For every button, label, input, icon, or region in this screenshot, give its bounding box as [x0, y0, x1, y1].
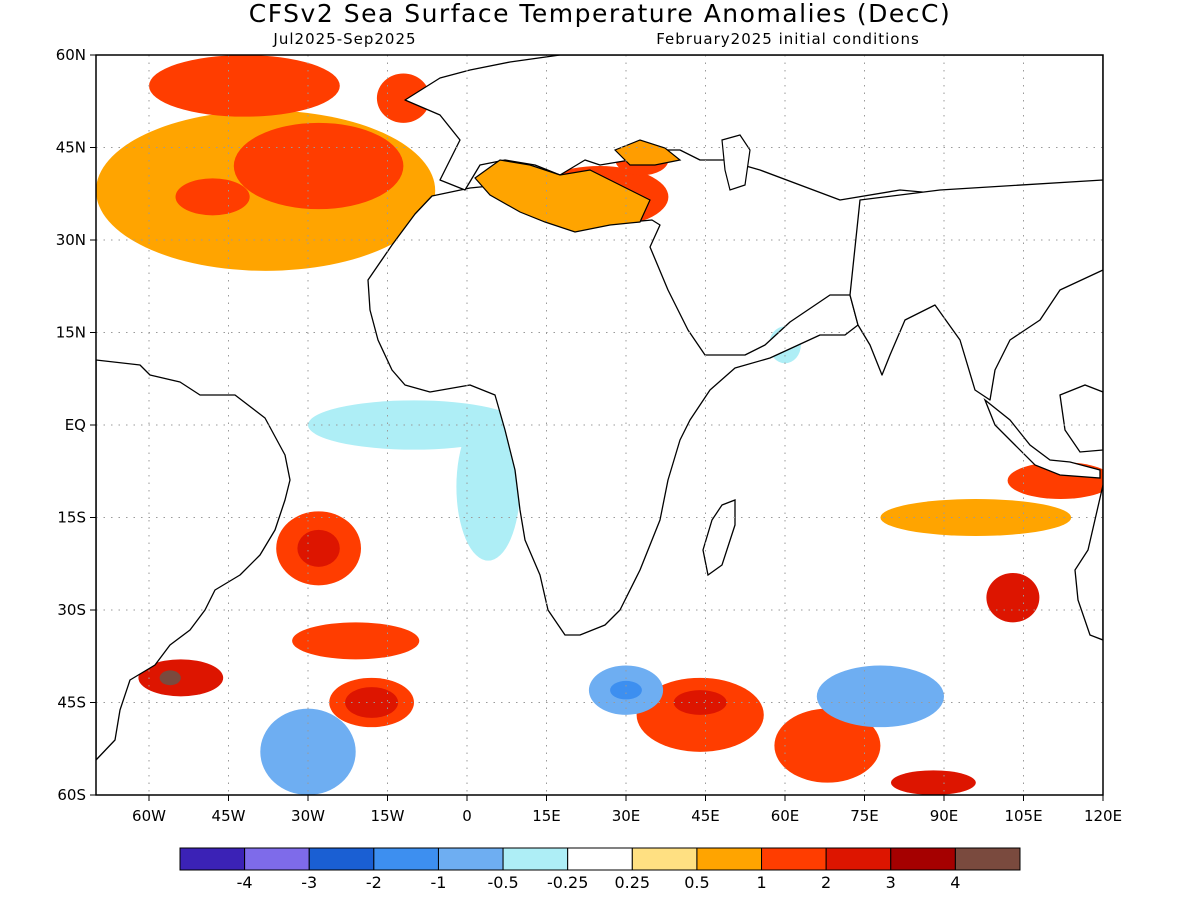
x-tick-label: 90E [930, 807, 959, 825]
land-borneo [1059, 384, 1103, 453]
chart-subtitle-initial-conditions: February2025 initial conditions [656, 30, 920, 48]
x-tick-label: 15W [371, 807, 405, 825]
colorbar-swatch [179, 847, 246, 871]
colorbar-swatch [761, 847, 827, 871]
colorbar-swatch [890, 847, 956, 871]
anomaly-region-24 [610, 680, 642, 700]
anomaly-region-20 [986, 573, 1040, 623]
x-tick-label: 105E [1004, 807, 1042, 825]
land-south-america [96, 359, 291, 761]
anomaly-region-8 [880, 499, 1072, 536]
y-tick-label: 15S [57, 509, 86, 527]
anomaly-region-3 [149, 55, 340, 117]
anomaly-region-17 [673, 690, 727, 715]
colorbar-swatch [244, 847, 310, 871]
x-tick-label: 0 [462, 807, 472, 825]
x-tick-label: 75E [850, 807, 879, 825]
colorbar-label: -2 [366, 873, 382, 892]
y-axis-ticks: 60N 45N 30N 15N EQ 15S 30S 45S 60S [56, 46, 96, 804]
colorbar-swatch [502, 847, 569, 871]
colorbar-label: -3 [301, 873, 317, 892]
land-australia-west [1074, 484, 1103, 641]
colorbar-label: 3 [886, 873, 896, 892]
colorbar-label: -4 [237, 873, 253, 892]
anomaly-region-26 [816, 665, 945, 728]
land-sumatra-java [983, 397, 1101, 479]
land-caspian-water [721, 134, 751, 191]
colorbar-label: -0.5 [487, 873, 518, 892]
anomaly-region-22 [456, 412, 520, 561]
colorbar-swatch [373, 847, 439, 871]
y-tick-label: EQ [65, 416, 86, 434]
chart-title: CFSv2 Sea Surface Temperature Anomalies … [249, 0, 951, 28]
colorbar-label: 1 [756, 873, 766, 892]
y-tick-label: 45S [57, 694, 86, 712]
chart-subtitle-period: Jul2025-Sep2025 [272, 30, 416, 48]
anomaly-region-13 [159, 670, 181, 686]
anomaly-region-11 [292, 622, 420, 660]
colorbar-swatch [437, 847, 504, 871]
land-mediterranean-water [474, 159, 651, 233]
land-asia-india [849, 179, 1103, 401]
y-tick-label: 60N [56, 46, 86, 64]
colorbar-label: 4 [950, 873, 960, 892]
anomaly-region-18 [774, 708, 881, 783]
x-axis-ticks: 60W 45W 30W 15W 0 15E 30E 45E 60E 75E 90E 105E 120E [132, 795, 1122, 825]
land-masks [96, 55, 1103, 761]
colorbar-swatch [308, 847, 375, 871]
anomaly-region-4 [376, 73, 430, 123]
x-tick-label: 60E [771, 807, 800, 825]
anomaly-region-1 [233, 122, 404, 210]
colorbar-swatch [696, 847, 763, 871]
colorbar-swatch [825, 847, 892, 871]
y-tick-label: 60S [57, 786, 86, 804]
x-tick-label: 15E [532, 807, 561, 825]
y-tick-label: 45N [56, 139, 86, 157]
x-tick-label: 45W [212, 807, 246, 825]
anomaly-region-16 [636, 677, 764, 752]
land-black-sea-water [613, 139, 682, 166]
anomaly-region-10 [297, 529, 340, 567]
colorbar-swatch [567, 847, 633, 871]
colorbar-label: 0.5 [684, 873, 709, 892]
land-madagascar [702, 499, 736, 577]
y-tick-label: 30N [56, 231, 86, 249]
colorbar-swatch [954, 847, 1021, 871]
x-tick-label: 120E [1084, 807, 1122, 825]
anomaly-region-25 [260, 708, 356, 795]
y-tick-label: 30S [57, 601, 86, 619]
colorbar-swatch [631, 847, 698, 871]
colorbar-label: -0.25 [547, 873, 588, 892]
x-tick-label: 30W [291, 807, 325, 825]
anomaly-region-15 [345, 687, 399, 718]
colorbar: -4 -3 -2 -1 -0.5 -0.25 0.25 0.5 1 2 3 4 [179, 847, 1021, 892]
colorbar-label: 2 [821, 873, 831, 892]
x-tick-label: 45E [691, 807, 720, 825]
land-europe [404, 55, 1103, 201]
anomaly-region-2 [175, 178, 250, 216]
anomaly-region-19 [891, 770, 976, 795]
y-tick-label: 15N [56, 324, 86, 342]
colorbar-label: -1 [430, 873, 446, 892]
colorbar-label: 0.25 [614, 873, 650, 892]
x-tick-label: 30E [612, 807, 641, 825]
x-tick-label: 60W [132, 807, 166, 825]
